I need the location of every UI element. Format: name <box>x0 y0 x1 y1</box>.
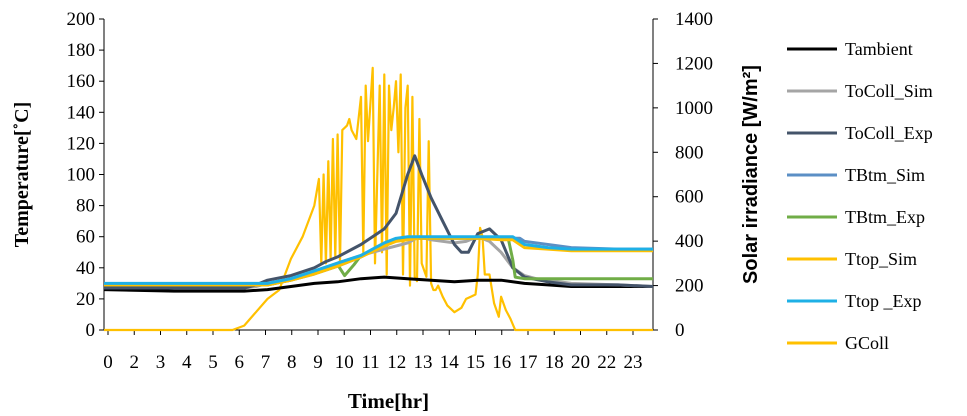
x-tick-label: 20 <box>571 352 590 373</box>
series-line-ttop-sim <box>104 236 653 287</box>
y-tick-label: 180 <box>67 40 96 61</box>
legend-label-tocoll-exp: ToColl_Exp <box>845 123 933 143</box>
x-tick-label: 0 <box>103 352 113 373</box>
x-tick-label: 3 <box>156 352 166 373</box>
y-tick-label: 40 <box>76 258 95 279</box>
x-tick-label: 14 <box>440 352 460 373</box>
x-tick-label: 6 <box>235 352 245 373</box>
x-tick-label: 9 <box>313 352 323 373</box>
x-tick-label: 11 <box>361 352 379 373</box>
y-tick-label: 120 <box>67 133 96 154</box>
legend-label-tbtm-exp: TBtm_Exp <box>845 207 925 227</box>
legend-label-tambient: Tambient <box>845 39 913 59</box>
y-tick-label: 20 <box>76 289 95 310</box>
y-axis-right-ticks: 0 200 400 600 800 1000 1200 1400 <box>653 9 713 341</box>
x-tick-label: 16 <box>492 352 511 373</box>
series-line-tocoll-exp <box>104 154 654 290</box>
y-tick-label: 160 <box>67 71 96 92</box>
x-tick-label: 22 <box>597 352 616 373</box>
y2-tick-label: 1400 <box>675 9 713 30</box>
y2-tick-label: 400 <box>675 231 704 252</box>
x-axis-ticks: 0 2 3 4 5 6 7 8 9 10 11 12 13 14 15 16 17 18 20 22 23 <box>103 330 643 373</box>
y2-tick-label: 600 <box>675 187 704 208</box>
legend-label-ttop-exp: Ttop _Exp <box>845 291 922 311</box>
series-line-ttop-exp <box>104 235 653 285</box>
series-lines <box>103 66 654 332</box>
x-tick-label: 7 <box>261 352 271 373</box>
y-tick-label: 80 <box>76 196 95 217</box>
x-tick-label: 23 <box>624 352 643 373</box>
y-tick-label: 60 <box>76 227 95 248</box>
y2-tick-label: 800 <box>675 142 704 163</box>
x-tick-label: 4 <box>182 352 192 373</box>
legend-label-gcoll: GColl <box>845 333 889 353</box>
y-tick-label: 100 <box>67 165 96 186</box>
y-axis-left-ticks: 0 20 40 60 80 100 120 140 160 180 200 <box>67 9 104 341</box>
x-tick-label: 2 <box>130 352 140 373</box>
x-tick-label: 17 <box>519 352 538 373</box>
legend-label-ttop-sim: Ttop_Sim <box>845 249 917 269</box>
y2-tick-label: 1200 <box>675 53 713 74</box>
y-tick-label: 200 <box>67 9 96 30</box>
x-tick-label: 18 <box>545 352 564 373</box>
y-tick-label: 0 <box>86 320 96 341</box>
legend-label-tbtm-sim: TBtm_Sim <box>845 165 925 185</box>
legend-label-tocoll-sim: ToColl_Sim <box>845 81 933 101</box>
x-tick-label: 10 <box>335 352 354 373</box>
x-tick-label: 13 <box>414 352 433 373</box>
y-axis-title: Temperature[˚C] <box>11 102 33 248</box>
x-axis-title: Time[hr] <box>348 389 429 413</box>
x-tick-label: 15 <box>466 352 485 373</box>
x-tick-label: 5 <box>208 352 218 373</box>
y2-tick-label: 1000 <box>675 98 713 119</box>
y2-axis-title: Solar irradiance [W/m²] <box>740 65 762 284</box>
y-tick-label: 140 <box>67 102 96 123</box>
legend: Tambient ToColl_Sim ToColl_Exp TBtm_Sim TBtm… <box>787 39 933 353</box>
x-tick-label: 12 <box>387 352 406 373</box>
series-line-gcoll <box>104 66 653 332</box>
series-line-tambient <box>103 275 653 293</box>
y2-tick-label: 0 <box>675 320 685 341</box>
x-tick-label: 8 <box>287 352 297 373</box>
y2-tick-label: 200 <box>675 276 704 297</box>
